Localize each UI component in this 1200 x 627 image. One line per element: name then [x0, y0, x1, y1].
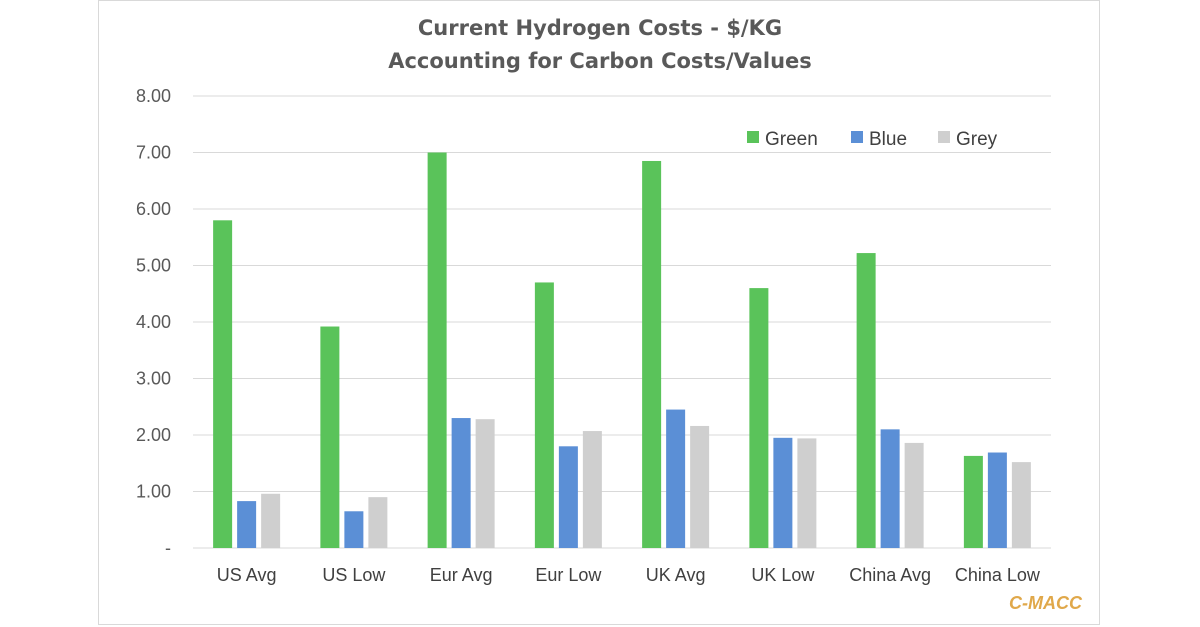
bar-green-us-low	[320, 326, 340, 548]
chart-title: Current Hydrogen Costs - $/KG	[417, 16, 783, 40]
bar-green-china-avg	[856, 253, 876, 548]
y-tick-label: -	[165, 538, 171, 558]
bar-green-us-avg	[213, 220, 233, 549]
bar-grey-china-low	[1011, 462, 1031, 548]
bar-blue-us-avg	[237, 501, 257, 548]
bar-blue-eur-low	[558, 446, 578, 548]
y-tick-label: 3.00	[136, 369, 171, 389]
chart-subtitle: Accounting for Carbon Costs/Values	[388, 49, 812, 73]
bar-green-china-low	[963, 455, 983, 548]
legend-swatch-green	[747, 131, 759, 143]
y-tick-label: 5.00	[136, 256, 171, 276]
bar-series	[213, 152, 1031, 549]
y-tick-label: 4.00	[136, 312, 171, 332]
bar-green-uk-low	[749, 288, 769, 548]
x-axis-labels: US Avg US Low Eur Avg Eur Low UK Avg UK Low Ch…	[217, 565, 1041, 585]
x-tick-label: UK Low	[751, 565, 815, 585]
x-tick-label: UK Avg	[646, 565, 706, 585]
bar-grey-us-avg	[261, 493, 281, 548]
bar-blue-china-low	[987, 452, 1007, 548]
legend-label-blue: Blue	[869, 129, 907, 150]
y-tick-label: 8.00	[136, 86, 171, 106]
bar-green-eur-avg	[427, 152, 447, 548]
legend-swatch-blue	[851, 131, 863, 143]
y-tick-label: 2.00	[136, 425, 171, 445]
x-tick-label: Eur Low	[535, 565, 602, 585]
legend-label-grey: Grey	[956, 129, 998, 150]
bar-blue-us-low	[344, 511, 364, 548]
x-tick-label: US Low	[322, 565, 386, 585]
bar-green-uk-avg	[642, 160, 662, 548]
bar-grey-us-low	[368, 497, 388, 548]
y-tick-label: 7.00	[136, 143, 171, 163]
y-tick-label: 6.00	[136, 199, 171, 219]
y-tick-label: 1.00	[136, 482, 171, 502]
x-tick-label: US Avg	[217, 565, 277, 585]
legend: Green Blue Grey	[747, 129, 998, 150]
brand-watermark: C-MACC	[1009, 593, 1082, 613]
x-tick-label: Eur Avg	[430, 565, 493, 585]
legend-label-green: Green	[765, 129, 818, 150]
legend-swatch-grey	[938, 131, 950, 143]
bar-blue-uk-low	[773, 437, 793, 548]
bar-green-eur-low	[534, 282, 554, 548]
bar-blue-eur-avg	[451, 418, 471, 548]
bar-grey-eur-avg	[475, 419, 495, 548]
x-tick-label: China Avg	[849, 565, 931, 585]
bar-grey-china-avg	[904, 442, 924, 548]
x-tick-label: China Low	[955, 565, 1041, 585]
bar-blue-uk-avg	[666, 409, 686, 548]
bar-grey-uk-low	[797, 438, 817, 548]
bar-grey-uk-avg	[690, 425, 710, 548]
y-axis-ticks: - 1.00 2.00 3.00 4.00 5.00 6.00 7.00 8.00	[136, 86, 171, 558]
bar-grey-eur-low	[582, 431, 602, 548]
bar-blue-china-avg	[880, 429, 900, 548]
